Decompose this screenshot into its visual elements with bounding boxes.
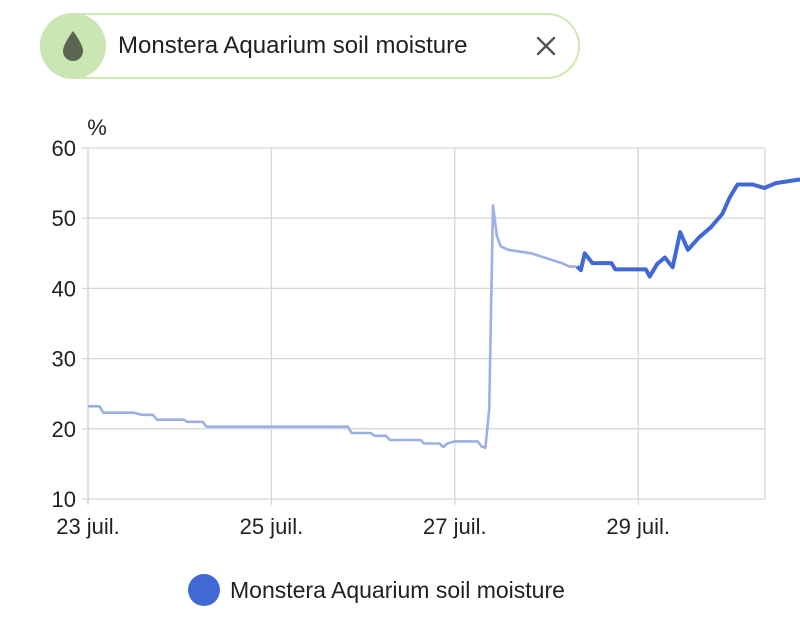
x-tick-label: 29 juil.	[606, 514, 670, 539]
series-lines	[88, 177, 800, 450]
water-drop-icon	[40, 13, 106, 79]
legend-label: Monstera Aquarium soil moisture	[230, 576, 565, 603]
moisture-line-chart: % 10 20 30 40 50 60 23 juil. 25 juil. 27 juil. 2…	[52, 115, 800, 539]
y-tick-label: 30	[52, 347, 76, 372]
entity-name: Monstera Aquarium soil moisture	[118, 32, 468, 59]
y-tick-label: 20	[52, 417, 76, 442]
x-tick-label: 25 juil.	[240, 514, 304, 539]
chart-grid	[82, 147, 766, 505]
x-axis-ticks: 23 juil.25 juil.27 juil.29 juil.1 août3 …	[56, 514, 670, 539]
series-line-faded	[88, 204, 578, 450]
y-axis-ticks: 10 20 30 40 50 60	[52, 136, 76, 512]
x-tick-label: 27 juil.	[423, 514, 487, 539]
close-icon[interactable]	[526, 26, 566, 66]
y-tick-label: 50	[52, 206, 76, 231]
y-tick-label: 60	[52, 136, 76, 161]
entity-chip[interactable]: Monstera Aquarium soil moisture	[40, 13, 580, 79]
legend-swatch	[188, 574, 220, 606]
series-line	[575, 177, 800, 279]
y-unit-label: %	[87, 115, 107, 140]
y-tick-label: 40	[52, 276, 76, 301]
x-tick-label: 23 juil.	[56, 514, 120, 539]
y-tick-label: 10	[52, 487, 76, 512]
legend-item[interactable]: Monstera Aquarium soil moisture	[188, 574, 565, 606]
